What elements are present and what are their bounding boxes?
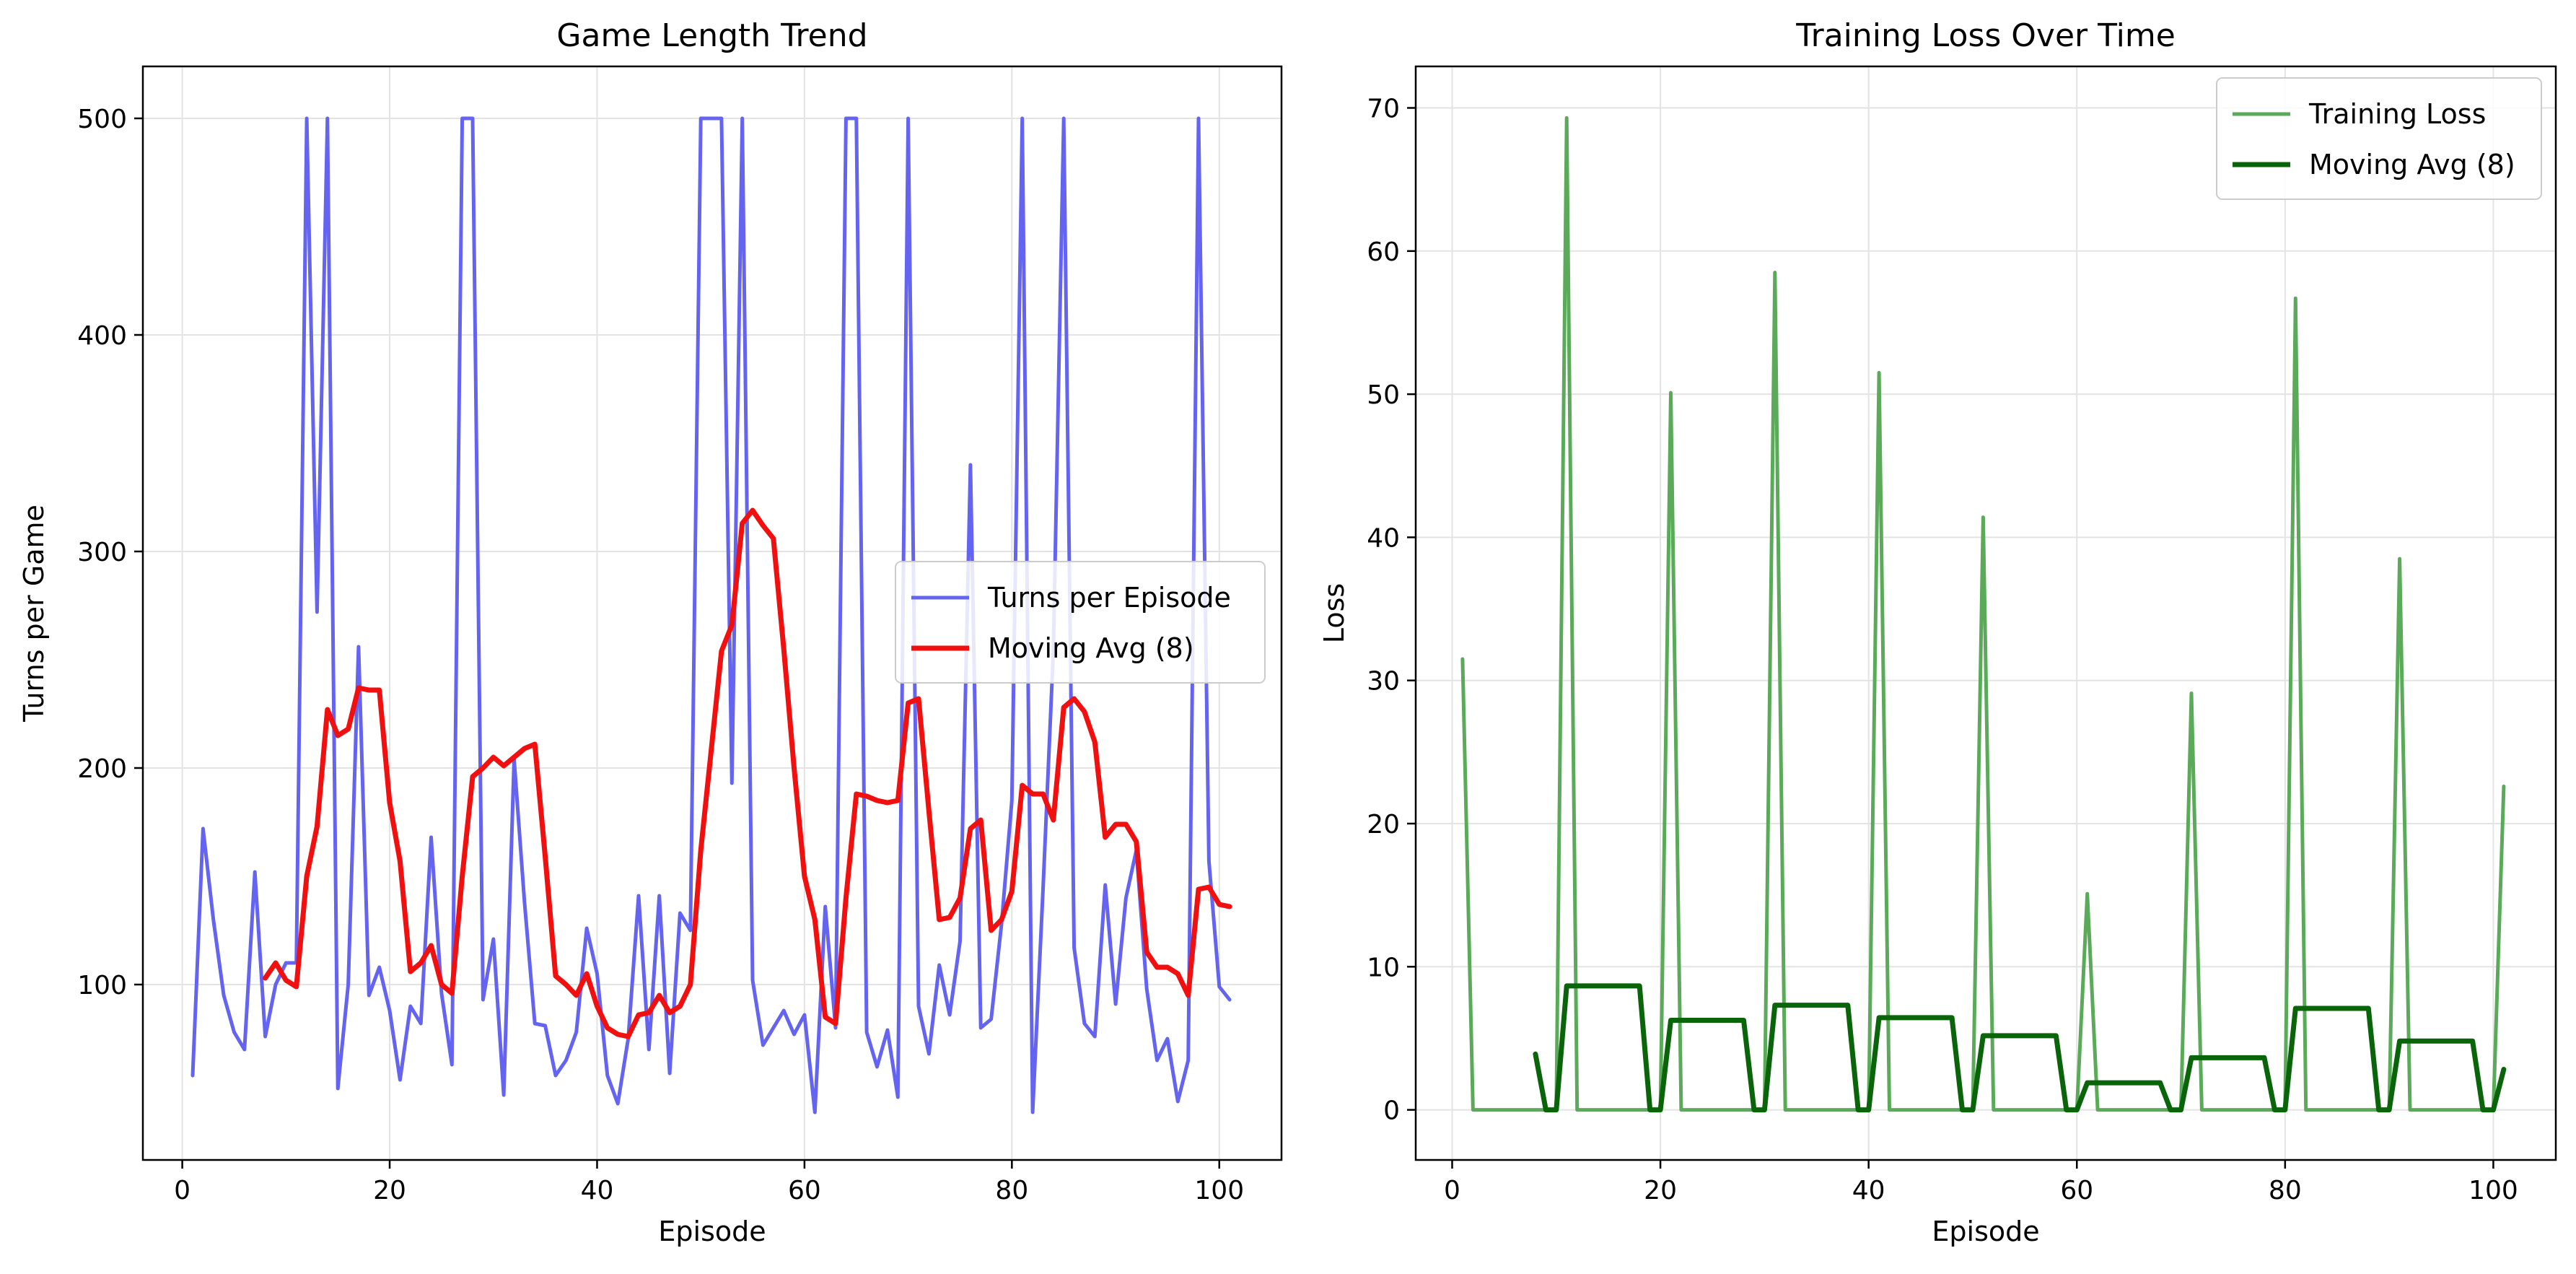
y-tick-label: 20 <box>1367 810 1400 839</box>
legend-label: Turns per Episode <box>987 582 1231 614</box>
y-tick-label: 10 <box>1367 953 1400 982</box>
y-tick-label: 300 <box>77 538 127 567</box>
y-tick-label: 60 <box>1367 237 1400 267</box>
legend-box <box>895 561 1266 684</box>
x-tick-label: 80 <box>995 1176 1028 1205</box>
plot-frame <box>1414 65 2557 1161</box>
x-axis-label: Episode <box>658 1216 766 1247</box>
x-tick-label: 20 <box>373 1176 406 1205</box>
legend: Training Loss Moving Avg (8) <box>2216 77 2542 200</box>
y-tick-label: 500 <box>77 105 127 134</box>
chart-title: Training Loss Over Time <box>1795 17 2176 54</box>
legend-label: Moving Avg (8) <box>2309 149 2515 180</box>
x-axis-label: Episode <box>1932 1216 2039 1247</box>
y-tick-label: 70 <box>1367 95 1400 124</box>
chart-title: Game Length Trend <box>556 17 867 54</box>
training-loss-chart: 0 20 40 60 80 100 0 10 20 30 40 50 60 70 Training Loss… <box>1318 17 2557 1247</box>
y-tick-label: 200 <box>77 754 127 784</box>
y-tick-label: 40 <box>1367 523 1400 553</box>
x-tick-label: 40 <box>581 1176 614 1205</box>
plot-frame <box>141 65 1283 1161</box>
y-tick-label: 100 <box>77 971 127 1000</box>
y-tick-label: 400 <box>77 321 127 351</box>
legend-label: Training Loss <box>2308 98 2486 130</box>
x-tick-label: 0 <box>174 1176 190 1205</box>
legend: Turns per Episode Moving Avg (8) <box>895 561 1266 684</box>
y-axis-label: Turns per Game <box>18 505 50 723</box>
y-tick-label: 50 <box>1367 380 1400 410</box>
legend-label: Moving Avg (8) <box>988 632 1194 664</box>
y-tick-label: 0 <box>1383 1096 1400 1126</box>
x-tick-label: 100 <box>2468 1176 2518 1205</box>
series-line-moving-avg <box>1533 983 2507 1113</box>
x-tick-label: 20 <box>1644 1176 1677 1205</box>
legend-box <box>2216 77 2542 200</box>
y-axis-label: Loss <box>1318 583 1350 643</box>
x-tick-label: 0 <box>1444 1176 1460 1205</box>
series-line-primary <box>1460 115 2506 1112</box>
series-line-moving-avg <box>263 507 1232 1039</box>
y-tick-label: 30 <box>1367 667 1400 697</box>
series-line-primary <box>190 116 1232 1114</box>
game-length-chart: 0 20 40 60 80 100 100 200 300 400 500 Game Length T… <box>18 17 1283 1247</box>
x-tick-label: 80 <box>2269 1176 2302 1205</box>
x-tick-label: 60 <box>2060 1176 2093 1205</box>
x-tick-label: 100 <box>1194 1176 1244 1205</box>
x-tick-label: 60 <box>788 1176 821 1205</box>
x-tick-label: 40 <box>1852 1176 1885 1205</box>
